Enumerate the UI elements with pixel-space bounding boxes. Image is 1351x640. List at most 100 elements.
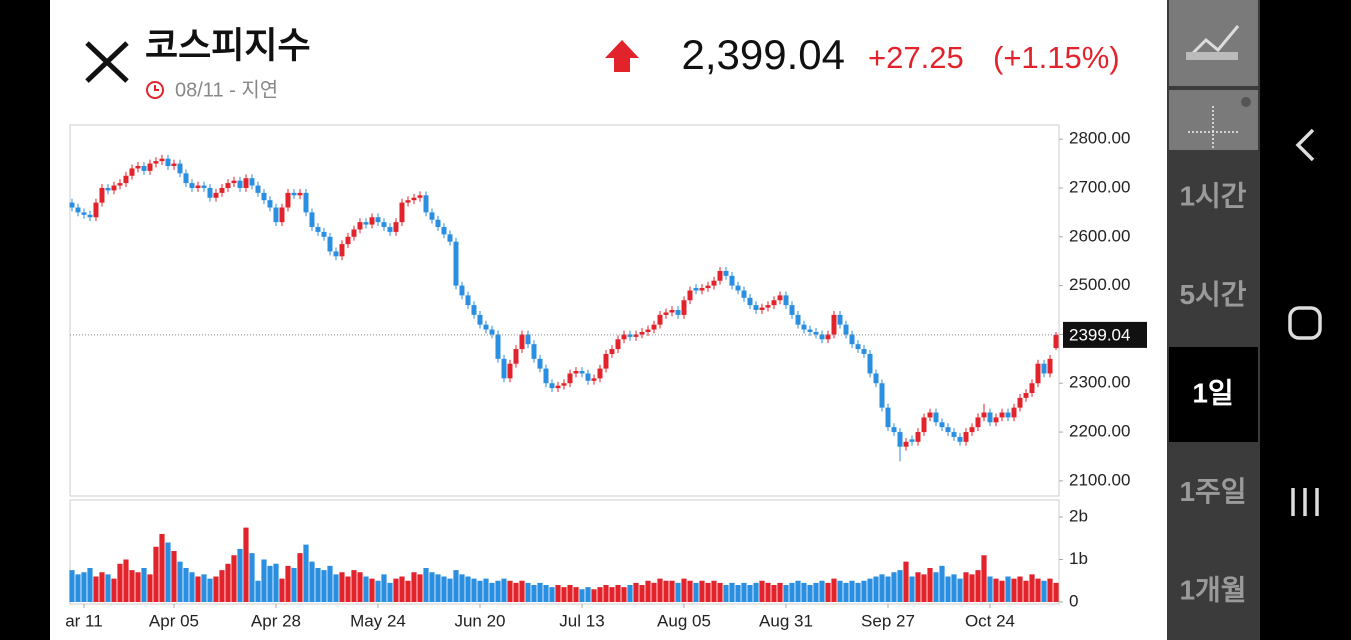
candle-body [381, 222, 387, 228]
volume-bar [513, 582, 519, 602]
volume-bar [837, 580, 843, 602]
nav-back[interactable] [1295, 128, 1315, 162]
candle-body [687, 290, 693, 301]
volume-bar [867, 578, 873, 602]
volume-bar [543, 585, 549, 602]
volume-bar [909, 576, 915, 602]
volume-bar [363, 576, 369, 602]
candle-body [105, 187, 111, 191]
volume-bar [549, 587, 555, 602]
candle-body [789, 305, 795, 315]
candle-body [579, 371, 585, 374]
candle-body [507, 363, 513, 379]
candle-body [399, 202, 405, 223]
candle-body [969, 427, 975, 433]
period-label: 5시간 [1179, 279, 1246, 310]
volume-bar [249, 553, 255, 602]
candle-body [843, 324, 849, 335]
volume-bar [1041, 580, 1047, 602]
volume-bar [393, 578, 399, 602]
volume-bar [639, 585, 645, 602]
volume-bar [255, 580, 261, 602]
volume-bar [579, 589, 585, 602]
candle-body [531, 344, 537, 359]
volume-bar [309, 561, 315, 602]
volume-bar [615, 585, 621, 602]
volume-bar [645, 580, 651, 602]
candle-body [939, 422, 945, 428]
candle-body [495, 334, 501, 359]
volume-bar [183, 568, 189, 602]
volume-bar [129, 570, 135, 602]
candle-body [453, 241, 459, 286]
volume-bar [597, 587, 603, 602]
candle-body [147, 163, 153, 171]
x-tick-label: Apr 28 [251, 611, 301, 630]
candle-body [225, 183, 231, 188]
candle-body [651, 324, 657, 330]
x-tick-label: Jun 20 [454, 611, 505, 630]
volume-bar [501, 578, 507, 602]
candle-body [543, 368, 549, 384]
volume-bar [213, 576, 219, 602]
y-tick-label: 2600.00 [1069, 226, 1130, 245]
candle-body [963, 432, 969, 442]
title: 코스피지수 [145, 25, 311, 66]
volume-bar [303, 544, 309, 602]
candle-body [75, 207, 81, 213]
volume-bar [669, 580, 675, 602]
candle-body [375, 217, 381, 223]
volume-bar [717, 582, 723, 602]
period-button[interactable] [1169, 150, 1258, 245]
volume-bar [93, 576, 99, 602]
candle-body [705, 285, 711, 289]
candle-body [945, 427, 951, 433]
x-tick-label: Apr 05 [149, 611, 199, 630]
nav-recent[interactable] [1291, 488, 1319, 516]
clock-hand [154, 85, 159, 91]
period-button[interactable] [1169, 544, 1258, 639]
chart-type-button[interactable] [1169, 0, 1258, 86]
close-icon [85, 41, 129, 83]
candle-body [801, 324, 807, 330]
volume-bar [339, 572, 345, 602]
volume-bar [177, 561, 183, 602]
up-arrow [605, 40, 639, 72]
candle-body [201, 185, 207, 188]
candle-body [975, 417, 981, 428]
period-button[interactable] [1169, 347, 1258, 442]
volume-bar [159, 534, 165, 602]
candle-body [123, 175, 129, 184]
chart-type-icon [1186, 25, 1240, 60]
candle-body [279, 207, 285, 223]
crosshair-icon [1188, 106, 1238, 158]
volume-bar [135, 572, 141, 602]
period-label: 1일 [1192, 377, 1233, 408]
candle-body [885, 407, 891, 428]
close-button[interactable] [85, 41, 129, 83]
volume-bar [693, 582, 699, 602]
candle-body [771, 300, 777, 306]
volume-bar [585, 587, 591, 602]
candle-body [69, 202, 75, 208]
period-button[interactable] [1169, 248, 1258, 344]
volume-bar [261, 559, 267, 602]
volume-bar [603, 585, 609, 602]
crosshair-dot [1241, 97, 1251, 107]
volume-bar [897, 570, 903, 602]
candle-body [267, 200, 273, 208]
volume-bar [771, 585, 777, 602]
volume-bar [123, 559, 129, 602]
candle-body [141, 166, 147, 171]
candle-body [459, 285, 465, 296]
candle-body [195, 185, 201, 188]
volume-bar [573, 587, 579, 602]
x-tick-label: Sep 27 [861, 611, 915, 630]
candle-body [747, 297, 753, 306]
candle-body [1023, 392, 1029, 398]
volume-bar [819, 580, 825, 602]
volume-bar [993, 578, 999, 602]
period-button[interactable] [1169, 445, 1258, 541]
nav-home[interactable] [1288, 306, 1322, 340]
volume-bar [765, 582, 771, 602]
